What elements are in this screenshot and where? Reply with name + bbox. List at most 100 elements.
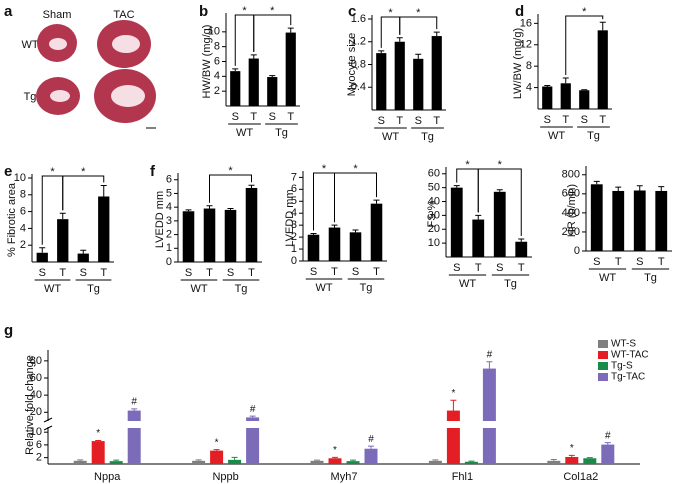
significance-label: * xyxy=(50,166,55,178)
y-tick-label: 20 xyxy=(428,223,440,235)
significance-label: * xyxy=(498,159,503,171)
significance-label: * xyxy=(242,5,247,17)
x-tick-label: T xyxy=(331,266,338,278)
significance-label: # xyxy=(250,404,256,415)
y-axis-label: LVEDD mm xyxy=(154,191,166,248)
error-bar xyxy=(475,214,482,220)
legend-swatch xyxy=(598,373,608,381)
break-mark xyxy=(43,417,53,431)
y-tick-label: 5 xyxy=(291,195,297,207)
error-bar xyxy=(269,75,276,78)
bar xyxy=(590,184,603,251)
bar xyxy=(349,232,362,261)
error-bar xyxy=(95,439,102,442)
significance-label: # xyxy=(368,434,374,445)
significance-label: * xyxy=(228,165,233,177)
error-bar xyxy=(599,21,606,31)
bar xyxy=(127,410,141,464)
bar xyxy=(307,234,320,261)
error-bar xyxy=(113,459,120,462)
y-tick-label: 50 xyxy=(428,182,440,194)
group-label: Tg xyxy=(644,272,657,284)
significance-label: * xyxy=(416,7,421,19)
significance-bracket xyxy=(477,168,522,236)
error-bar xyxy=(39,247,46,253)
group-label: WT xyxy=(599,272,616,284)
error-bar xyxy=(415,53,422,59)
bar xyxy=(267,77,278,106)
x-tick-label: S xyxy=(227,267,234,279)
bar xyxy=(633,190,646,251)
x-tick-label: S xyxy=(232,111,239,123)
bar xyxy=(245,187,258,262)
bar xyxy=(472,219,485,257)
error-bar xyxy=(195,459,202,461)
y-tick-label: 1.2 xyxy=(351,36,366,48)
y-tick-label: 2 xyxy=(20,239,26,251)
bar xyxy=(428,460,442,464)
lumen xyxy=(112,35,140,53)
x-tick-label: T xyxy=(518,262,525,274)
error-bar xyxy=(604,442,611,445)
error-bar xyxy=(544,84,551,87)
x-tick-label: Nppb xyxy=(212,471,238,483)
error-bar xyxy=(227,208,234,210)
bar xyxy=(515,241,528,257)
bar xyxy=(413,58,424,110)
significance-bracket xyxy=(399,16,438,35)
error-bar xyxy=(350,459,356,462)
significance-label: * xyxy=(451,388,455,399)
y-tick-label: 4 xyxy=(526,81,532,93)
y-tick-label: 16 xyxy=(520,17,532,29)
error-bar xyxy=(250,54,257,59)
y-tick-label: 3 xyxy=(291,219,297,231)
y-tick-label: 6 xyxy=(214,55,220,67)
bar xyxy=(328,458,342,464)
bar xyxy=(228,459,242,464)
bar xyxy=(192,460,206,464)
error-bar xyxy=(433,31,440,37)
y-tick-label: 10 xyxy=(30,426,42,438)
y-axis-label: % Fibrotic area xyxy=(6,182,18,257)
bar xyxy=(98,196,110,262)
error-bar xyxy=(615,186,622,191)
bar xyxy=(248,58,259,106)
y-tick-label: 8 xyxy=(214,41,220,53)
group-label: Tg xyxy=(504,278,517,290)
bar xyxy=(446,410,460,464)
error-bar xyxy=(593,180,600,185)
error-bar xyxy=(80,249,87,254)
x-tick-label: S xyxy=(453,262,460,274)
significance-label: * xyxy=(465,159,470,171)
bar xyxy=(57,219,69,262)
y-tick-label: 600 xyxy=(562,188,580,200)
y-tick-label: 400 xyxy=(562,207,580,219)
x-tick-label: S xyxy=(310,266,317,278)
group-label: WT xyxy=(315,282,332,294)
panel-a: a Sham TAC WT Tg xyxy=(4,3,156,129)
y-tick-label: 30 xyxy=(428,209,440,221)
group-label: WT xyxy=(236,127,253,139)
y-tick-label: 6 xyxy=(166,174,172,186)
bar xyxy=(612,190,625,251)
significance-label: * xyxy=(388,7,393,19)
y-tick-label: 10 xyxy=(14,172,26,184)
x-tick-label: S xyxy=(39,267,46,279)
y-tick-label: 4 xyxy=(214,70,220,82)
error-bar xyxy=(586,457,593,459)
bar xyxy=(450,187,463,257)
error-bar xyxy=(568,454,575,457)
y-tick-label: 6 xyxy=(36,439,42,451)
x-tick-label: Fhl1 xyxy=(452,471,473,483)
legend-swatch xyxy=(598,362,608,370)
panel-label: b xyxy=(199,3,208,20)
group-label: WT xyxy=(44,283,61,295)
significance-label: * xyxy=(570,443,574,454)
error-bar xyxy=(249,415,256,418)
bar xyxy=(547,460,561,464)
y-tick-label: 4 xyxy=(166,201,172,213)
error-bar xyxy=(468,460,475,462)
significance-bracket xyxy=(565,15,604,75)
panel-label: e xyxy=(4,163,12,180)
